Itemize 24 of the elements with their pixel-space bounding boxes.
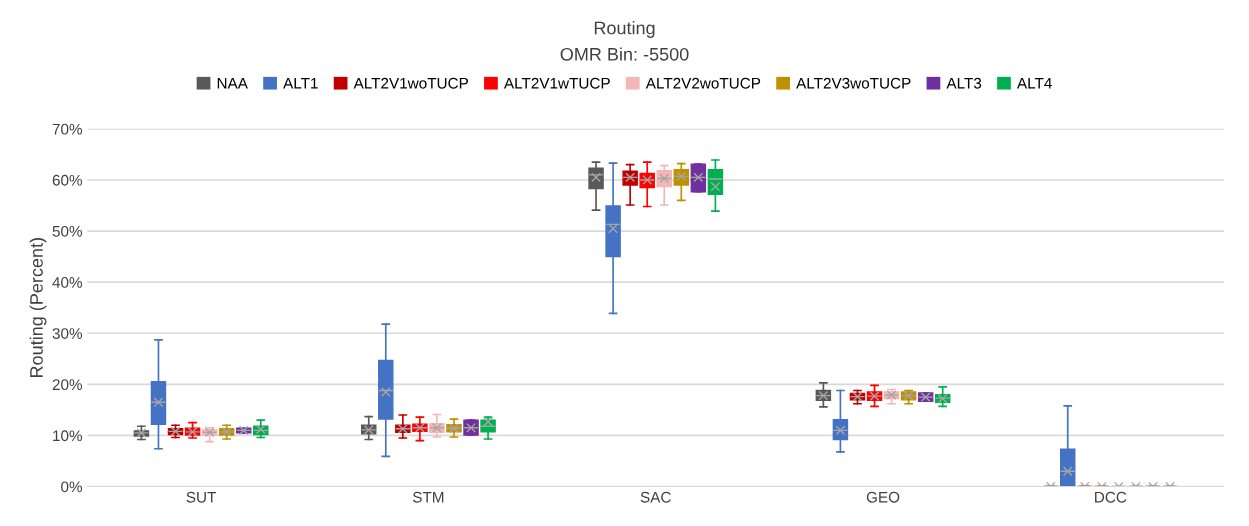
y-tick-label: 60% [52,174,83,186]
legend-label: ALT3 [946,77,982,89]
x-tick-label: DCC [1095,491,1127,503]
y-tick-label: 30% [52,328,83,339]
y-axis-title: Routing (Percent) [29,238,47,377]
legend-label: ALT4 [1016,77,1052,89]
x-tick-label: GEO [866,491,900,503]
x-tick-label: SAC [640,491,671,503]
legend-label: ALT2V1wTUCP [503,77,610,89]
chart-title: Routing [594,21,655,38]
x-tick-label: SUT [186,491,217,503]
legend-label: ALT2V1woTUCP [353,77,468,89]
y-tick-label: 50% [52,225,83,237]
y-tick-label: 40% [52,277,83,288]
chart-subtitle: OMR Bin: -5500 [560,47,689,61]
y-tick-label: 20% [52,379,83,391]
legend-label: ALT1 [283,77,318,89]
y-tick-label: 0% [61,481,83,493]
x-tick-label: STM [412,491,444,503]
y-tick-label: 70% [52,123,83,135]
y-tick-label: 10% [53,430,83,442]
legend-label: ALT2V2woTUCP [645,77,761,89]
legend-label: ALT2V3woTUCP [796,77,911,89]
legend-label: NAA [217,77,248,89]
